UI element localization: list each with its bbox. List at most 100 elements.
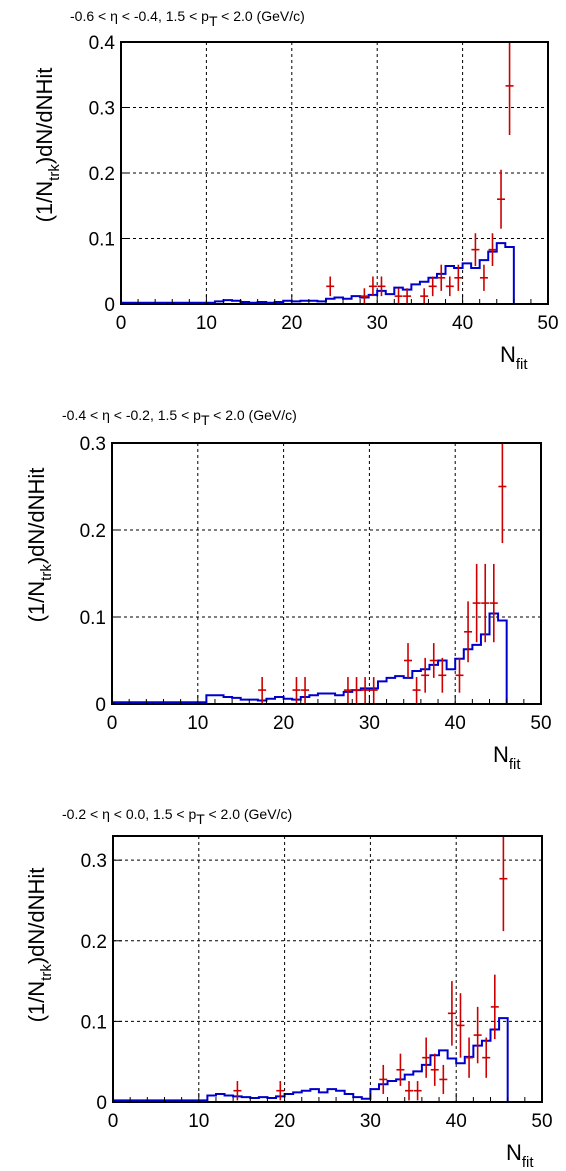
y-label-pre: (1/N: [32, 181, 57, 223]
y-label-subscript: trk: [38, 964, 55, 981]
y-tick-label: 0: [96, 1093, 107, 1114]
data-point: [471, 233, 480, 267]
y-tick-label: 0.1: [80, 608, 106, 629]
data-point: [394, 288, 403, 304]
y-label-pre: (1/N: [24, 981, 49, 1023]
x-tick-label: 40: [445, 713, 466, 734]
x-tick-label: 20: [281, 313, 302, 334]
grid: [121, 42, 548, 304]
data-point: [403, 288, 412, 304]
data-point: [490, 974, 499, 1040]
axis-ticks: 0 10 20 30 40 50 0 0.1 0.2 0.3: [81, 851, 553, 1132]
x-label-main: N: [500, 342, 516, 367]
y-axis-label: (1/Ntrk)dN/dNHit: [24, 868, 55, 1023]
y-label-post: )dN/dNHit: [32, 68, 57, 165]
x-tick-label: 0: [116, 313, 127, 334]
histogram-line: [112, 1017, 542, 1103]
data-points: [326, 42, 514, 304]
data-point: [454, 264, 463, 291]
data-point: [396, 1053, 405, 1086]
y-label-subscript: trk: [46, 164, 63, 181]
data-point: [428, 276, 437, 297]
data-points: [258, 443, 507, 704]
y-tick-label: 0.3: [81, 851, 107, 872]
plot-frame: [112, 835, 543, 1103]
y-axis-label: (1/Ntrk)dN/dNHit: [24, 468, 55, 623]
data-point: [464, 601, 473, 663]
data-point: [361, 677, 370, 704]
data-point: [489, 563, 498, 643]
y-axis-label: (1/Ntrk)dN/dNHit: [32, 68, 63, 223]
y-tick-label: 0.1: [89, 230, 115, 251]
y-tick-label: 0.2: [80, 521, 106, 542]
data-point: [455, 657, 464, 693]
axis-ticks: 0 10 20 30 40 50 0 0.1 0.2 0.3 0.4: [89, 33, 559, 334]
y-tick-label: 0.2: [81, 932, 107, 953]
data-point: [479, 264, 488, 291]
title-main: -0.6 < η < -0.4, 1.5 < p: [70, 8, 209, 24]
data-point: [368, 276, 377, 297]
title-tail: < 2.0 (GeV/c): [217, 8, 305, 24]
data-point: [412, 677, 421, 704]
data-point: [488, 233, 497, 267]
x-axis-label: Nfit: [500, 342, 528, 373]
x-tick-label: 0: [108, 1111, 119, 1132]
data-point: [465, 1037, 474, 1078]
x-axis-label: Nfit: [493, 742, 521, 773]
data-point: [326, 276, 335, 297]
data-point: [377, 276, 386, 297]
data-point: [421, 657, 430, 693]
data-point: [439, 1064, 448, 1094]
y-label-pre: (1/N: [24, 581, 49, 623]
x-tick-label: 30: [360, 1111, 381, 1132]
x-tick-label: 40: [452, 313, 473, 334]
y-label-post: )dN/dNHit: [24, 468, 49, 565]
y-tick-label: 0.3: [89, 99, 115, 120]
y-tick-label: 0: [95, 695, 106, 716]
data-point: [405, 1081, 414, 1101]
y-tick-label: 0.2: [89, 164, 115, 185]
data-point: [473, 1006, 482, 1064]
chart-title: -0.4 < η < -0.2, 1.5 < pT < 2.0 (GeV/c): [62, 407, 297, 428]
data-point: [404, 643, 413, 678]
title-tail: < 2.0 (GeV/c): [209, 407, 297, 423]
axis-ticks: 0 10 20 30 40 50 0 0.1 0.2 0.3: [80, 434, 552, 734]
data-points: [233, 836, 508, 1101]
x-tick-label: 10: [188, 1111, 209, 1132]
x-tick-label: 50: [530, 713, 551, 734]
data-point: [420, 288, 429, 304]
y-label-subscript: trk: [38, 564, 55, 581]
x-tick-label: 30: [367, 313, 388, 334]
data-point: [447, 981, 456, 1046]
data-point: [481, 563, 490, 643]
data-point: [498, 443, 507, 544]
x-axis-label: Nfit: [506, 1140, 534, 1171]
data-point: [430, 1053, 439, 1086]
data-point: [292, 677, 301, 704]
x-tick-label: 50: [537, 313, 558, 334]
data-point: [276, 1081, 285, 1101]
chart-panel-1: 0 10 20 30 40 50 0 0.1 0.2 0.3 0.4 -0.6 < η < -0.4,…: [32, 8, 559, 373]
data-point: [369, 677, 378, 704]
data-point: [482, 1037, 491, 1078]
x-tick-label: 50: [531, 1111, 552, 1132]
data-point: [379, 1064, 388, 1094]
data-point: [233, 1081, 242, 1101]
y-tick-label: 0: [104, 295, 115, 316]
x-tick-label: 10: [196, 313, 217, 334]
data-point: [505, 42, 514, 136]
data-point: [472, 563, 481, 643]
title-subscript: T: [209, 13, 218, 29]
title-main: -0.2 < η < 0.0, 1.5 < p: [62, 806, 196, 822]
x-label-subscript: fit: [516, 356, 529, 373]
x-tick-label: 0: [107, 713, 118, 734]
x-tick-label: 20: [273, 713, 294, 734]
x-tick-label: 20: [274, 1111, 295, 1132]
chart-title: -0.2 < η < 0.0, 1.5 < pT < 2.0 (GeV/c): [62, 806, 292, 827]
data-point: [352, 677, 361, 704]
data-point: [258, 677, 267, 704]
data-point: [497, 169, 506, 229]
y-tick-label: 0.1: [81, 1012, 107, 1033]
x-label-main: N: [493, 742, 509, 767]
